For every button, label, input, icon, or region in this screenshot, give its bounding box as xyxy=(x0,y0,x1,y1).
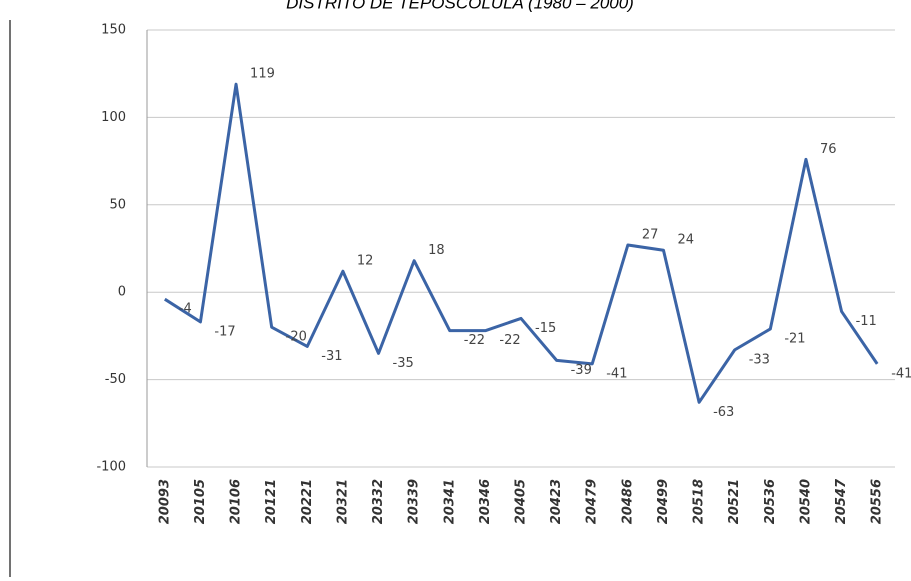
data-label: -31 xyxy=(321,349,342,364)
x-tick-label: 20221 xyxy=(300,479,315,524)
y-tick-label: 50 xyxy=(109,197,126,212)
data-label: -63 xyxy=(713,405,734,420)
y-tick-label: 150 xyxy=(101,23,126,38)
data-label: 24 xyxy=(677,233,694,248)
y-tick-label: -100 xyxy=(96,460,126,475)
data-label: -39 xyxy=(571,363,592,378)
x-tick-label: 20540 xyxy=(798,479,813,524)
x-tick-label: 20486 xyxy=(620,479,635,524)
x-tick-label: 20556 xyxy=(870,479,885,524)
data-label: 12 xyxy=(357,254,374,269)
x-tick-label: 20499 xyxy=(656,479,671,524)
data-label: 18 xyxy=(428,243,445,258)
x-tick-label: 20346 xyxy=(478,479,493,524)
x-tick-label: 20405 xyxy=(514,479,529,524)
data-label: 76 xyxy=(820,142,837,157)
data-label: -17 xyxy=(214,324,235,339)
data-label: -33 xyxy=(749,352,770,367)
x-tick-label: 20321 xyxy=(335,479,350,524)
y-tick-label: -50 xyxy=(105,372,126,387)
x-tick-label: 20093 xyxy=(157,479,172,524)
data-label: -35 xyxy=(393,356,414,371)
data-label: -22 xyxy=(499,333,520,348)
data-label: -20 xyxy=(286,330,307,345)
x-tick-label: 20518 xyxy=(692,479,707,524)
data-label: -11 xyxy=(856,314,877,329)
data-label: -4 xyxy=(179,302,192,317)
x-tick-label: 20521 xyxy=(727,479,742,524)
data-label: -21 xyxy=(784,331,805,346)
x-tick-label: 20339 xyxy=(407,479,422,524)
data-label: -41 xyxy=(606,366,627,381)
y-tick-label: 100 xyxy=(101,110,126,125)
x-tick-label: 20536 xyxy=(763,479,778,524)
data-label: 27 xyxy=(642,228,659,243)
x-tick-label: 20423 xyxy=(549,479,564,524)
data-label: -15 xyxy=(535,321,556,336)
x-tick-label: 20106 xyxy=(229,479,244,524)
x-tick-label: 20332 xyxy=(371,479,386,524)
data-label: -41 xyxy=(891,366,911,381)
x-tick-label: 20547 xyxy=(834,478,849,524)
data-label: -22 xyxy=(464,333,485,348)
x-tick-label: 20121 xyxy=(264,479,279,524)
x-tick-label: 20341 xyxy=(442,479,457,524)
data-label: 119 xyxy=(250,67,275,82)
x-tick-label: 20105 xyxy=(193,479,208,524)
x-tick-label: 20479 xyxy=(585,479,600,524)
y-tick-label: 0 xyxy=(118,285,126,300)
chart-title: DISTRITO DE TEPOSCOLULA (1980 – 2000) xyxy=(286,0,634,12)
data-line xyxy=(164,82,879,404)
